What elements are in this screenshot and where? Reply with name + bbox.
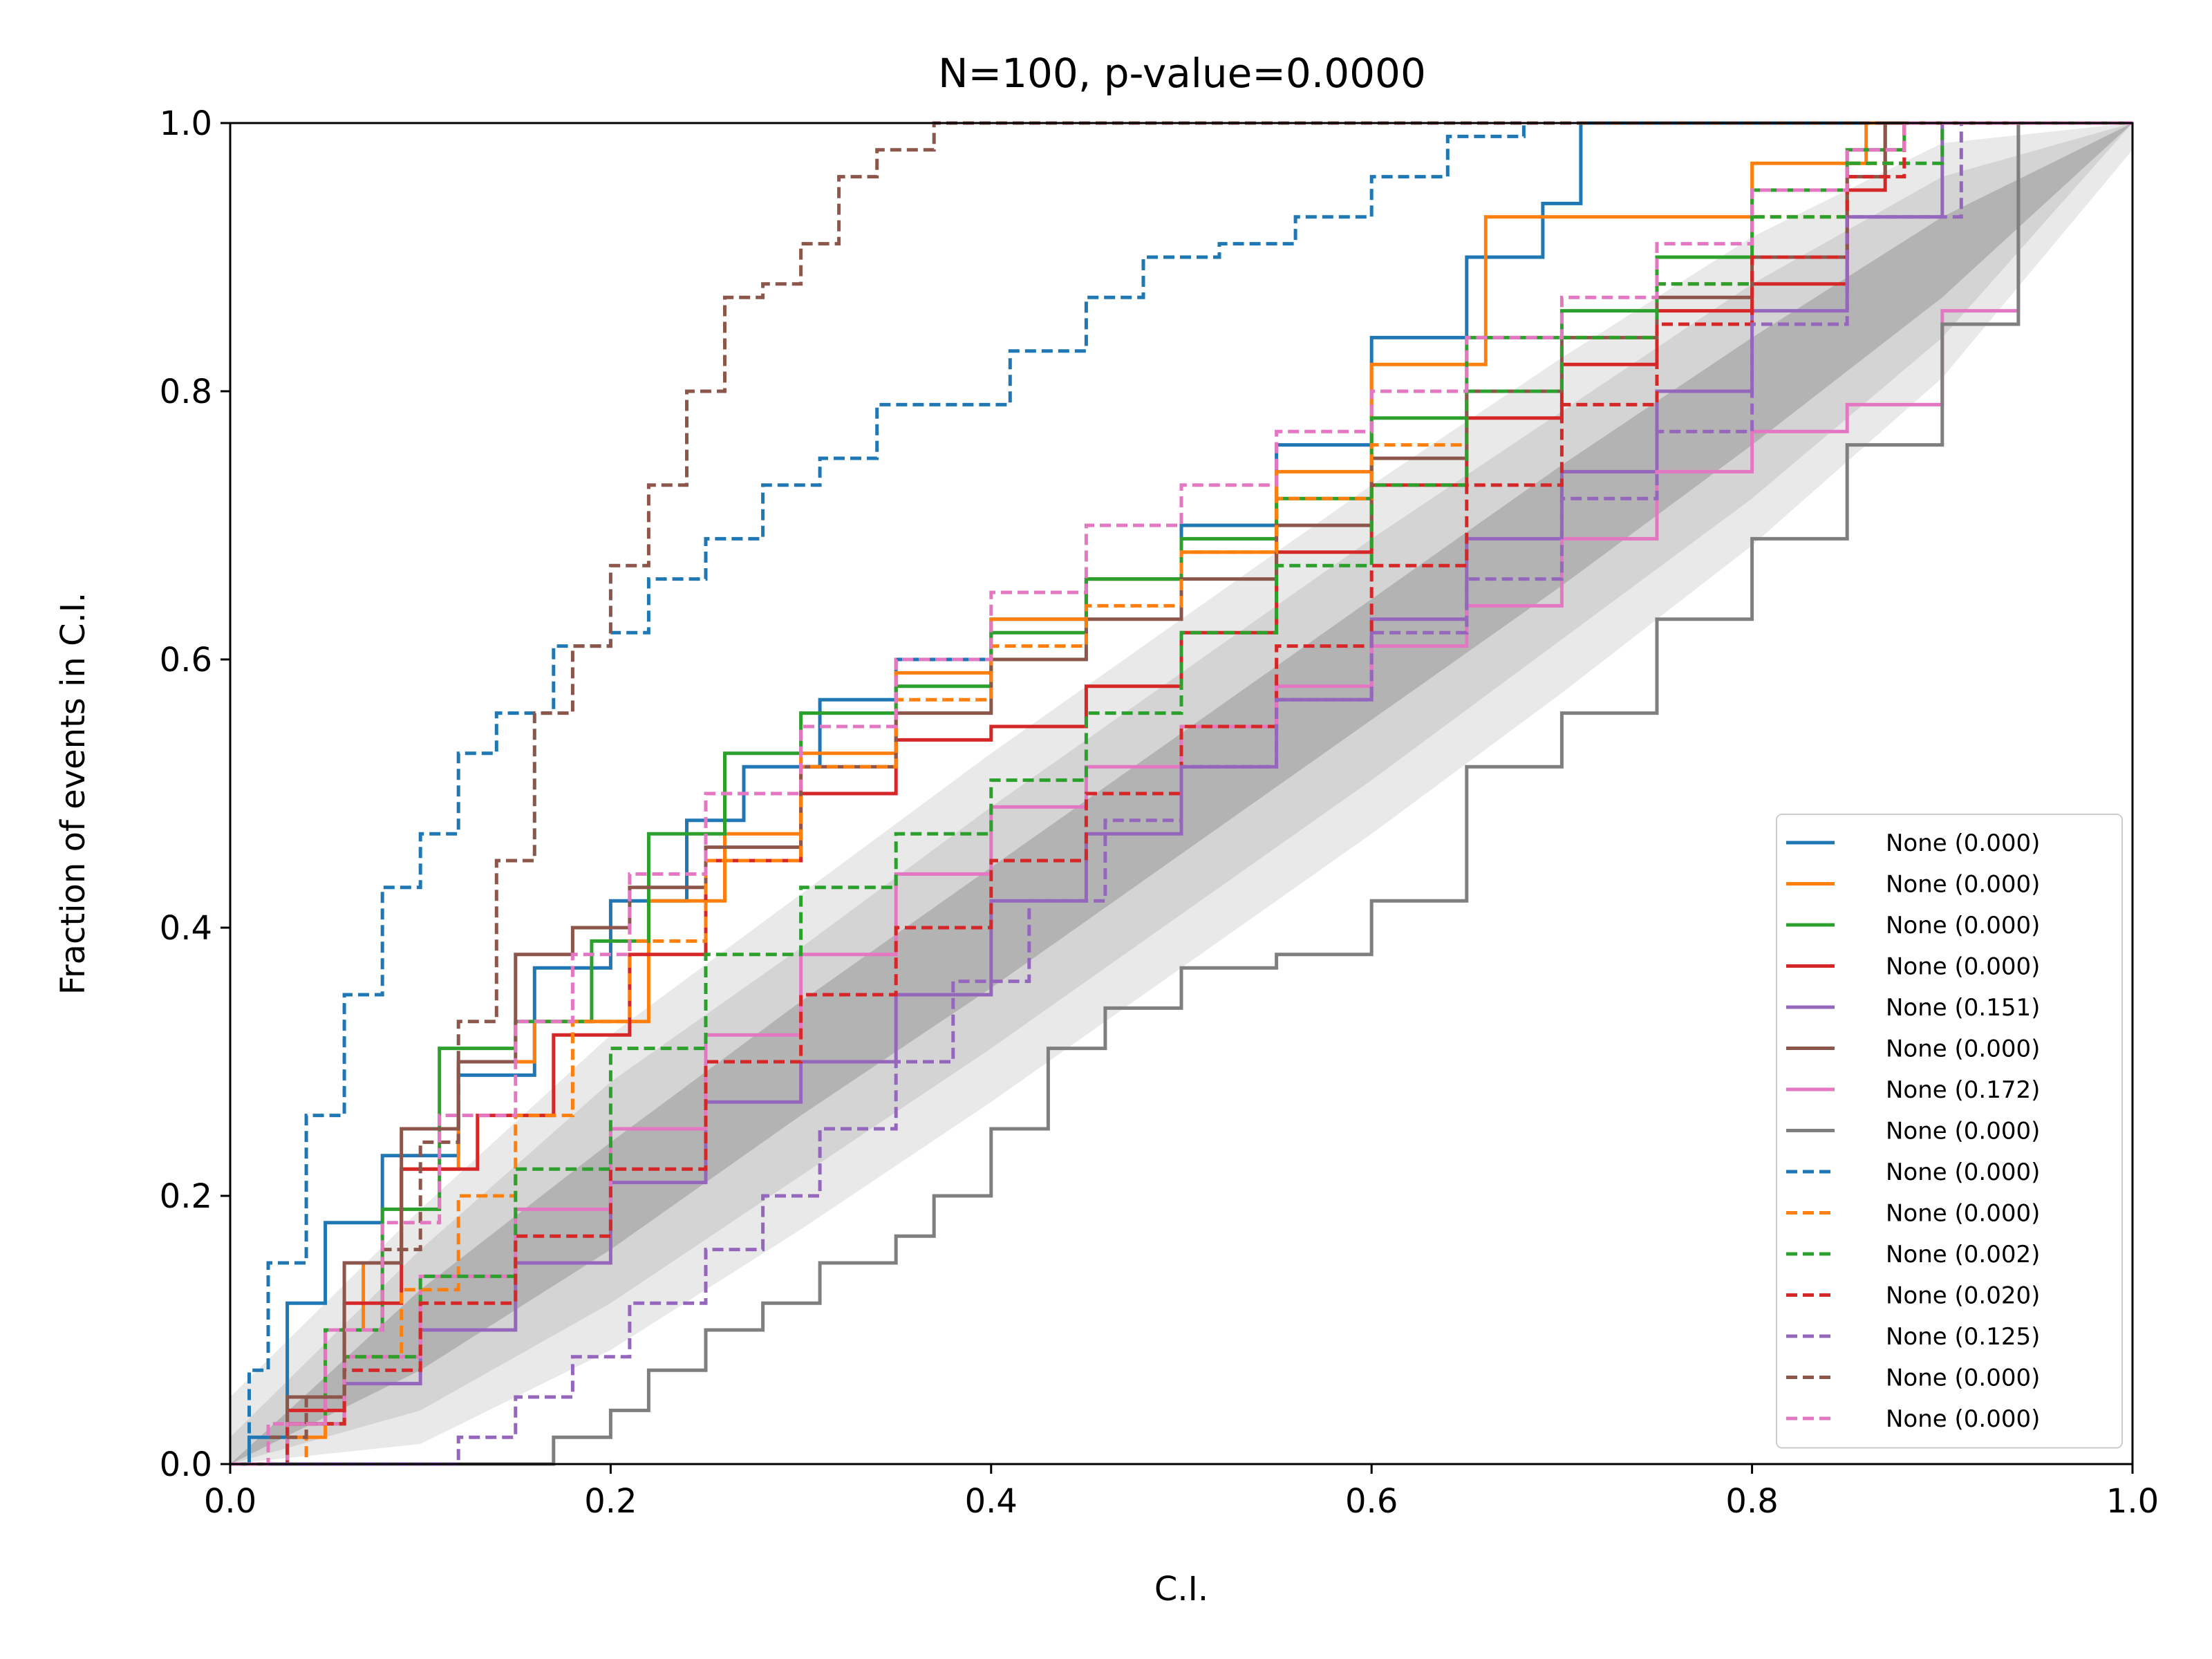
legend-entry: None (0.000) <box>1886 1118 2040 1145</box>
y-tick-label: 1.0 <box>160 104 212 143</box>
legend-entry: None (0.000) <box>1886 830 2040 857</box>
y-tick-label: 0.0 <box>160 1445 212 1484</box>
legend-entry: None (0.000) <box>1886 1405 2040 1433</box>
legend-entry: None (0.000) <box>1886 912 2040 939</box>
x-tick-label: 0.0 <box>204 1482 256 1521</box>
x-tick-label: 0.2 <box>584 1482 637 1521</box>
y-tick-label: 0.4 <box>160 909 212 948</box>
x-axis-ticks: 0.0 0.2 0.4 0.6 0.8 1.0 <box>204 1464 2159 1521</box>
series-line-11 <box>230 121 2133 1466</box>
x-tick-label: 0.4 <box>965 1482 1018 1521</box>
y-axis-label: Fraction of events in C.I. <box>54 592 93 995</box>
series-line-9 <box>230 121 2133 1466</box>
y-tick-label: 0.8 <box>160 373 212 411</box>
y-tick-label: 0.6 <box>160 641 212 679</box>
x-axis-label: C.I. <box>1154 1570 1208 1609</box>
legend-entry: None (0.000) <box>1886 1035 2040 1063</box>
plot-frame <box>229 122 2134 1465</box>
legend-entry: None (0.002) <box>1886 1241 2040 1268</box>
legend-entry: None (0.151) <box>1886 994 2040 1022</box>
legend-entry: None (0.125) <box>1886 1323 2040 1351</box>
series-line-5 <box>230 121 2133 1466</box>
series-line-12 <box>230 121 2133 1466</box>
legend-entry: None (0.000) <box>1886 1200 2040 1228</box>
series-line-4 <box>230 121 2133 1466</box>
series-line-1 <box>230 121 2133 1466</box>
x-tick-label: 0.6 <box>1345 1482 1398 1521</box>
x-tick-label: 1.0 <box>2106 1482 2159 1521</box>
x-tick-label: 0.8 <box>1725 1482 1778 1521</box>
y-tick-label: 0.2 <box>160 1177 212 1216</box>
legend-entry: None (0.020) <box>1886 1282 2040 1310</box>
legend-box <box>1776 814 2123 1449</box>
legend-entry: None (0.000) <box>1886 953 2040 981</box>
series-line-13 <box>230 121 2133 1466</box>
y-axis-ticks: 0.0 0.2 0.4 0.6 0.8 1.0 <box>160 104 230 1484</box>
legend-entry: None (0.000) <box>1886 1365 2040 1392</box>
legend: None (0.000) None (0.000) None (0.000) None… <box>1776 814 2123 1449</box>
series-line-15 <box>230 121 2133 1466</box>
legend-entry: None (0.000) <box>1886 871 2040 899</box>
legend-entry: None (0.172) <box>1886 1076 2040 1104</box>
chart-title: N=100, p-value=0.0000 <box>938 50 1426 97</box>
series-line-8 <box>230 121 2133 1466</box>
legend-entry: None (0.000) <box>1886 1159 2040 1186</box>
plot-lines <box>230 121 2133 1466</box>
